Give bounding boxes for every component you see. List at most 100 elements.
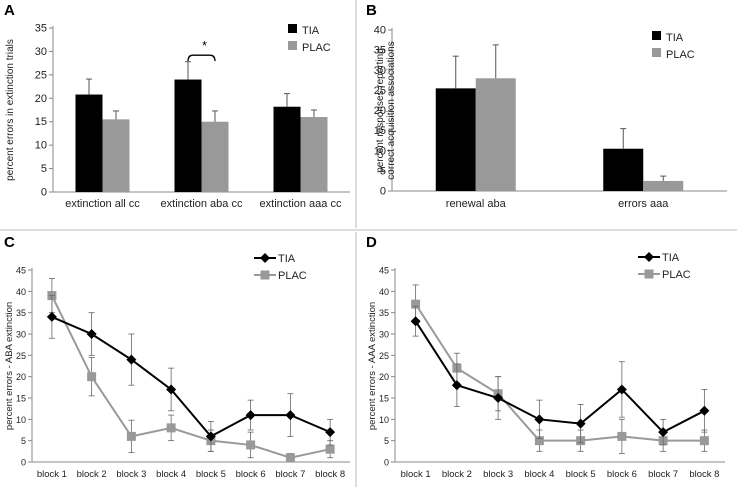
x-category-label: block 2	[77, 469, 107, 480]
y-tick-label: 35	[374, 45, 386, 57]
significance-marker: *	[202, 38, 207, 53]
marker-diamond	[285, 410, 296, 421]
y-tick-label: 25	[379, 351, 389, 361]
marker-diamond	[534, 414, 545, 425]
marker-diamond	[451, 380, 462, 391]
series-line-tia	[51, 316, 331, 438]
y-tick-label: 20	[379, 372, 389, 382]
y-tick-label: 35	[35, 23, 47, 35]
legend-label: TIA	[662, 252, 680, 264]
y-tick-label: 15	[379, 394, 389, 404]
x-category-label: block 2	[442, 469, 472, 480]
y-tick-label: 5	[21, 436, 26, 446]
marker-square	[617, 431, 627, 441]
x-category-label: block 1	[401, 469, 431, 480]
marker-diamond	[86, 329, 97, 339]
x-category-label: extinction aba cc	[161, 198, 243, 210]
bar-plac	[300, 117, 328, 192]
marker-square	[166, 423, 176, 433]
panel-letter-c: C	[4, 234, 15, 251]
marker-square	[126, 431, 136, 441]
y-tick-label: 5	[41, 163, 47, 175]
legend-label: TIA	[666, 32, 684, 44]
x-category-label: block 4	[524, 469, 554, 480]
bar-tia	[75, 94, 103, 192]
x-category-label: block 7	[648, 469, 678, 480]
y-axis-label: percent responses reporting	[375, 48, 386, 173]
marker-square	[534, 436, 544, 446]
y-tick-label: 20	[35, 93, 47, 105]
legend-label: PLAC	[666, 49, 695, 61]
x-category-label: extinction aaa cc	[260, 198, 342, 210]
marker-square	[246, 440, 256, 450]
y-tick-label: 35	[379, 308, 389, 318]
y-tick-label: 15	[35, 116, 47, 128]
series-line-plac	[414, 303, 705, 442]
marker-square	[699, 436, 709, 446]
series-line-tia	[414, 320, 705, 434]
y-tick-label: 15	[374, 125, 386, 137]
marker-square	[87, 372, 97, 382]
legend-swatch	[288, 24, 297, 33]
marker-diamond	[245, 410, 256, 421]
x-category-label: block 8	[689, 469, 719, 480]
marker-diamond	[658, 427, 669, 438]
x-category-label: block 4	[156, 469, 186, 480]
marker-diamond	[410, 316, 421, 327]
marker-diamond	[493, 393, 504, 403]
y-tick-label: 10	[374, 145, 386, 157]
panel-letter-d: D	[366, 234, 377, 251]
y-tick-label: 10	[16, 415, 26, 425]
y-tick-label: 0	[41, 187, 47, 199]
y-tick-label: 25	[374, 85, 386, 97]
marker-diamond	[325, 427, 336, 438]
x-category-label: extinction all cc	[65, 198, 140, 210]
y-tick-label: 40	[16, 287, 26, 297]
y-tick-label: 30	[379, 330, 389, 340]
y-tick-label: 0	[21, 458, 26, 468]
x-category-label: errors aaa	[618, 198, 669, 210]
bar-plac	[102, 119, 130, 192]
marker-diamond	[644, 252, 654, 262]
marker-square	[285, 453, 295, 463]
legend-swatch	[288, 41, 297, 50]
marker-square	[644, 269, 654, 279]
marker-diamond	[166, 384, 177, 395]
bar-tia	[273, 106, 301, 192]
marker-diamond	[260, 253, 270, 263]
x-category-label: block 6	[607, 469, 637, 480]
chart-c: 0 5 10 15 20 25 30 35 40 45 percent errors - ABA e…	[4, 253, 350, 480]
y-tick-label: 5	[380, 165, 386, 177]
significance-bracket	[187, 54, 216, 62]
marker-diamond	[205, 431, 216, 442]
panel-letter-a: A	[4, 2, 15, 19]
y-tick-label: 0	[384, 458, 389, 468]
y-axis-label: correct acquisition associations	[386, 41, 397, 179]
y-tick-label: 25	[35, 69, 47, 81]
y-tick-label: 20	[16, 372, 26, 382]
y-tick-label: 45	[379, 266, 389, 276]
x-category-label: renewal aba	[446, 198, 507, 210]
legend-label: TIA	[302, 25, 320, 37]
bar-plac	[475, 78, 516, 191]
y-tick-label: 25	[16, 351, 26, 361]
marker-diamond	[699, 405, 710, 416]
legend-swatch	[652, 48, 661, 57]
chart-a: 0 5 10 15 20 25 30 35 percent errors in extincti…	[5, 23, 350, 210]
y-tick-label: 10	[35, 140, 47, 152]
legend-label: PLAC	[302, 42, 331, 54]
legend-swatch	[652, 31, 661, 40]
legend-label: TIA	[278, 253, 296, 265]
panel-letter-b: B	[366, 2, 377, 19]
legend-label: PLAC	[278, 270, 307, 282]
bar-plac	[201, 121, 229, 192]
x-category-label: block 7	[275, 469, 305, 480]
x-category-label: block 3	[483, 469, 513, 480]
marker-diamond	[126, 354, 137, 365]
bar-tia	[603, 148, 644, 191]
marker-diamond	[616, 384, 627, 395]
x-category-label: block 1	[37, 469, 67, 480]
y-axis-label: percent errors - AAA extinction	[367, 302, 378, 430]
x-category-label: block 3	[116, 469, 146, 480]
